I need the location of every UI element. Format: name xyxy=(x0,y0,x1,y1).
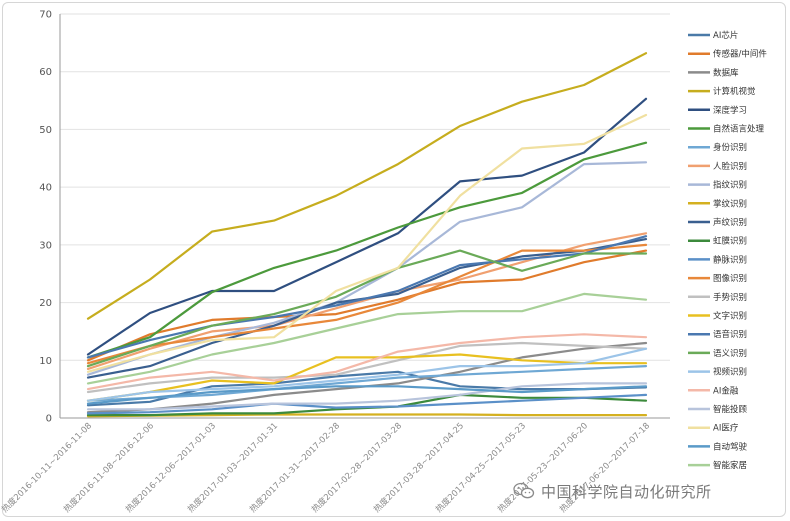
y-tick-label: 70 xyxy=(39,10,52,21)
legend-label: AI芯片 xyxy=(713,30,738,41)
legend-label: 视频识别 xyxy=(713,367,747,378)
legend-label: 手势识别 xyxy=(713,292,747,303)
series-line xyxy=(86,249,648,368)
legend-label: 静脉识别 xyxy=(713,254,747,265)
series-line xyxy=(86,292,648,385)
y-tick-label: 0 xyxy=(46,414,52,425)
legend-label: 人脸识别 xyxy=(713,161,747,172)
series-line xyxy=(86,382,648,411)
series-line xyxy=(86,235,648,359)
legend-label: 传感器/中间件 xyxy=(713,49,767,60)
watermark: 中国科学院自动化研究所 xyxy=(513,479,712,503)
legend: AI芯片传感器/中间件数据库计算机视觉深度学习自然语言处理身份识别人脸识别指纹识… xyxy=(688,30,767,471)
legend-label: 自动驾驶 xyxy=(713,441,748,452)
series-line xyxy=(86,161,648,376)
series-line xyxy=(86,413,648,418)
gridlines xyxy=(59,13,670,419)
legend-label: 智能家居 xyxy=(713,460,747,471)
series-line xyxy=(86,333,648,391)
series-line xyxy=(86,385,648,405)
y-tick-label: 30 xyxy=(39,240,52,251)
legend-label: 虹膜识别 xyxy=(713,236,747,247)
legend-label: 自然语言处理 xyxy=(713,124,765,135)
legend-label: 图像识别 xyxy=(713,273,747,284)
series-line xyxy=(86,243,648,365)
series-line xyxy=(86,141,648,359)
y-tick-label: 40 xyxy=(39,183,52,194)
legend-label: 智能投顾 xyxy=(713,404,748,415)
series-lines xyxy=(86,52,648,418)
y-tick-label: 20 xyxy=(39,298,52,309)
legend-label: 声纹识别 xyxy=(713,217,747,228)
series-line xyxy=(86,393,648,415)
legend-label: 语音识别 xyxy=(713,329,747,340)
series-line xyxy=(86,97,648,356)
legend-label: 数据库 xyxy=(713,67,739,78)
y-tick-label: 50 xyxy=(39,125,52,136)
legend-label: 深度学习 xyxy=(713,105,747,116)
series-line xyxy=(86,52,648,320)
series-line xyxy=(86,341,648,394)
series-line xyxy=(86,249,648,362)
y-tick-label: 60 xyxy=(39,67,52,78)
wechat-icon xyxy=(513,482,535,499)
legend-label: AI金融 xyxy=(713,385,739,396)
y-axis-ticks: 0 10 20 30 40 50 60 70 xyxy=(39,10,52,425)
legend-label: 计算机视觉 xyxy=(713,86,756,97)
series-line xyxy=(86,113,648,373)
legend-label: 指纹识别 xyxy=(713,180,747,191)
series-line xyxy=(86,365,648,402)
legend-label: AI医疗 xyxy=(713,423,739,434)
series-line xyxy=(86,347,648,402)
legend-label: 身份识别 xyxy=(713,142,747,153)
legend-label: 文字识别 xyxy=(713,311,747,322)
y-tick-label: 10 xyxy=(39,356,52,367)
watermark-text: 中国科学院自动化研究所 xyxy=(541,482,712,501)
legend-label: 语义识别 xyxy=(713,348,747,359)
series-line xyxy=(86,353,648,402)
legend-label: 掌纹识别 xyxy=(713,198,747,209)
